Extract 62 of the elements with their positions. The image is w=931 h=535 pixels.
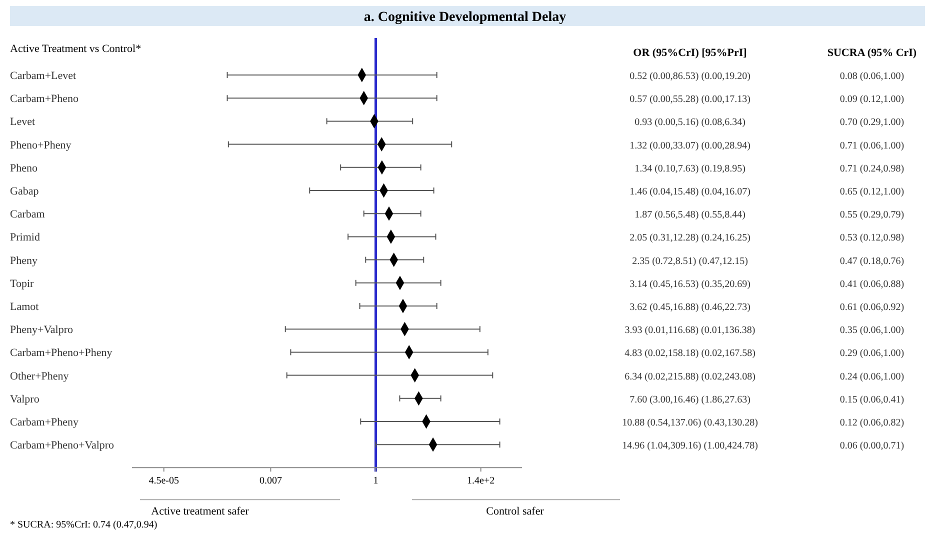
y-tick-label: Topir [10,278,34,290]
text: 0.93 (0.00,5.16) (0.08,6.34) [634,117,746,128]
text: Control safer [486,506,544,518]
x-tick-label: 1 [373,476,378,487]
y-tick-label: Carbam [10,208,46,221]
text: 0.70 (0.29,1.00) [840,117,904,128]
y-tick-label: Carbam+Pheno+Valpro [10,440,115,452]
x-tick-label: 1.4e+2 [467,476,495,487]
text: Active treatment safer [151,506,250,518]
x-tick-label: 4.5e-05 [148,476,179,487]
text: * SUCRA: 95%CrI: 0.74 (0.47,0.94) [10,520,158,531]
text: 14.96 (1.04,309.16) (1.00,424.78) [622,440,758,452]
y-tick-label: Gabap [10,186,40,198]
text: 0.71 (0.06,1.00) [840,140,904,152]
text: OR (95%CrI) [95%PrI] [633,47,747,59]
text: 0.57 (0.00,55.28) (0.00,17.13) [630,94,750,106]
x-tick-label: 0.007 [259,476,282,487]
y-tick-label: Pheno [10,162,38,174]
y-tick-label: Carbam+Pheny [10,416,80,428]
text: 0.24 (0.06,1.00) [840,371,904,382]
text: 2.05 (0.31,12.28) (0.24,16.25) [630,232,750,244]
text: 4.83 (0.02,158.18) (0.02,167.58) [624,348,756,360]
text: 1.34 (0.10,7.63) (0.19,8.95) [634,163,746,174]
text: 1.46 (0.04,15.48) (0.04,16.07) [630,186,750,198]
y-tick-label: Primid [10,232,40,244]
text: 3.93 (0.01,116.68) (0.01,136.38) [624,325,756,336]
text: 7.60 (3.00,16.46) (1.86,27.63) [630,394,750,406]
text: 0.41 (0.06,0.88) [840,278,904,290]
y-tick-label: Carbam+Pheno [10,93,80,106]
text: 0.61 (0.06,0.92) [840,302,904,313]
y-tick-label: Lamot [10,301,39,313]
text: 1.87 (0.56,5.48) (0.55,8.44) [634,210,746,221]
text: 10.88 (0.54,137.06) (0.43,130.28) [622,418,758,428]
text: 2.35 (0.72,8.51) (0.47,12.15) [632,256,748,267]
y-axis-title: Active Treatment vs Control* [10,43,142,55]
y-tick-label: Carbam+Levet [10,70,76,82]
text: 0.08 (0.06,1.00) [840,71,904,82]
text: 0.71 (0.24,0.98) [840,163,904,174]
text: 0.53 (0.12,0.98) [840,232,904,244]
text: 0.47 (0.18,0.76) [840,256,904,267]
y-tick-label: Pheny [10,254,38,267]
text: 0.65 (0.12,1.00) [840,186,904,198]
text: 0.09 (0.12,1.00) [840,94,904,106]
text: 3.62 (0.45,16.88) (0.46,22.73) [630,302,750,313]
text: 1.32 (0.00,33.07) (0.00,28.94) [630,140,750,152]
y-tick-label: Other+Pheny [10,370,70,382]
y-tick-label: Carbam+Pheno+Pheny [10,347,113,360]
text: 0.15 (0.06,0.41) [840,394,904,406]
text: 0.35 (0.06,1.00) [840,325,904,336]
text: SUCRA (95% CrI) [827,47,917,59]
chart-title: a. Cognitive Developmental Delay [364,10,566,25]
y-tick-label: Pheno+Pheny [10,139,72,152]
text: 0.29 (0.06,1.00) [840,348,904,360]
y-tick-label: Pheny+Valpro [10,324,74,336]
text: 0.52 (0.00,86.53) (0.00,19.20) [630,71,750,82]
text: 3.14 (0.45,16.53) (0.35,20.69) [630,278,750,290]
text: 0.12 (0.06,0.82) [840,418,904,428]
y-tick-label: Valpro [10,393,40,406]
text: 0.55 (0.29,0.79) [840,210,904,221]
y-tick-label: Levet [10,116,36,128]
text: 6.34 (0.02,215.88) (0.02,243.08) [624,371,756,382]
text: 0.06 (0.00,0.71) [840,440,904,452]
